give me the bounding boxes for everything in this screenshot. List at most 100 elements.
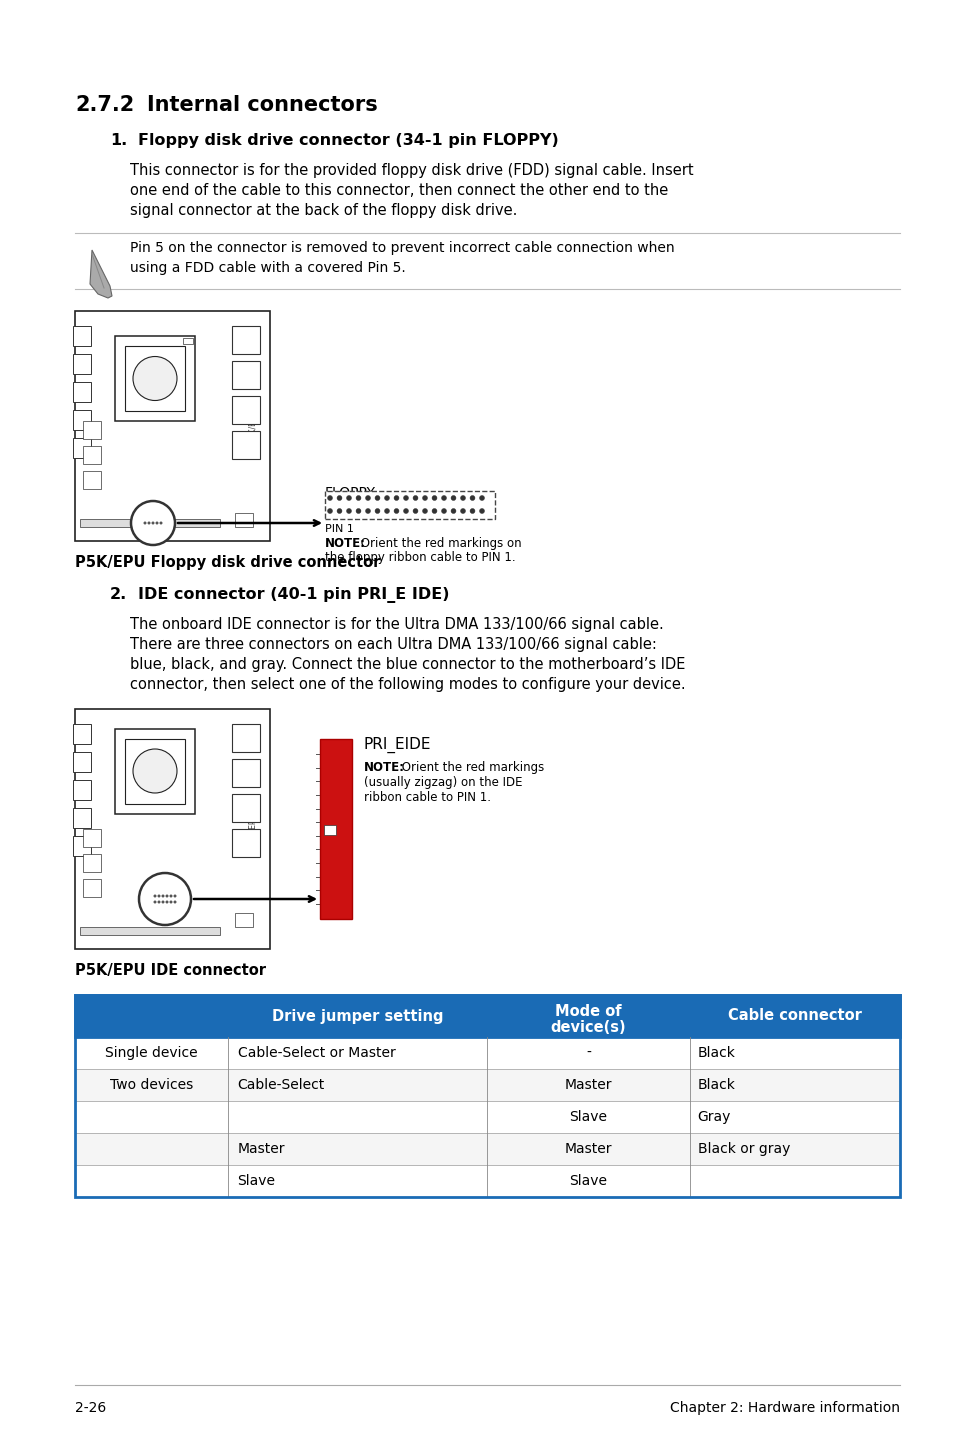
Circle shape (132, 749, 177, 792)
Circle shape (394, 509, 398, 513)
Circle shape (170, 900, 172, 903)
Circle shape (153, 894, 156, 897)
Circle shape (132, 357, 177, 401)
Circle shape (355, 496, 360, 500)
Text: signal connector at the back of the floppy disk drive.: signal connector at the back of the flop… (130, 203, 517, 219)
Text: Pin 5 on the connector is removed to prevent incorrect cable connection when: Pin 5 on the connector is removed to pre… (130, 242, 674, 255)
Bar (232, 759, 260, 787)
Circle shape (346, 509, 351, 513)
Circle shape (143, 522, 147, 525)
Text: Mode of: Mode of (555, 1004, 621, 1018)
Text: Master: Master (564, 1142, 612, 1156)
Text: P5K/EPU: P5K/EPU (247, 812, 256, 846)
Circle shape (384, 496, 389, 500)
Text: Single device: Single device (105, 1045, 197, 1060)
Bar (232, 361, 260, 390)
Circle shape (131, 500, 174, 545)
Circle shape (170, 894, 172, 897)
Bar (73, 752, 91, 772)
Circle shape (432, 509, 436, 513)
Bar (232, 723, 260, 752)
Text: P5K/EPU Floppy disk drive connector: P5K/EPU Floppy disk drive connector (75, 555, 380, 569)
Circle shape (451, 496, 456, 500)
Bar (73, 808, 91, 828)
Circle shape (327, 496, 333, 500)
Circle shape (157, 894, 160, 897)
Bar (73, 410, 91, 430)
Bar (83, 421, 101, 439)
Circle shape (346, 496, 351, 500)
Text: device(s): device(s) (550, 1021, 626, 1035)
Text: Internal connectors: Internal connectors (147, 95, 377, 115)
Circle shape (375, 509, 379, 513)
Circle shape (159, 522, 162, 525)
Text: Cable-Select: Cable-Select (237, 1078, 325, 1091)
Circle shape (413, 496, 417, 500)
Bar (80, 519, 220, 526)
Text: There are three connectors on each Ultra DMA 133/100/66 signal cable:: There are three connectors on each Ultra… (130, 637, 657, 651)
Text: Gray: Gray (697, 1110, 730, 1125)
Circle shape (327, 509, 333, 513)
Text: Two devices: Two devices (110, 1078, 193, 1091)
Text: 2.: 2. (110, 587, 127, 603)
Circle shape (432, 496, 436, 500)
Bar (324, 825, 335, 835)
Circle shape (479, 509, 484, 513)
Bar (75, 1068, 899, 1102)
Circle shape (375, 496, 379, 500)
Bar (75, 709, 270, 949)
Circle shape (161, 894, 164, 897)
Text: blue, black, and gray. Connect the blue connector to the motherboard’s IDE: blue, black, and gray. Connect the blue … (130, 657, 684, 672)
Bar (75, 995, 899, 1196)
Text: connector, then select one of the following modes to configure your device.: connector, then select one of the follow… (130, 677, 685, 692)
Bar (232, 326, 260, 354)
Circle shape (394, 496, 398, 500)
Circle shape (441, 496, 446, 500)
Circle shape (161, 900, 164, 903)
Text: This connector is for the provided floppy disk drive (FDD) signal cable. Insert: This connector is for the provided flopp… (130, 162, 693, 178)
Text: the floppy ribbon cable to PIN 1.: the floppy ribbon cable to PIN 1. (325, 551, 515, 564)
Text: Chapter 2: Hardware information: Chapter 2: Hardware information (669, 1401, 899, 1415)
Text: P5K/EPU IDE connector: P5K/EPU IDE connector (75, 963, 266, 978)
Circle shape (336, 496, 341, 500)
Text: 2-26: 2-26 (75, 1401, 106, 1415)
Text: using a FDD cable with a covered Pin 5.: using a FDD cable with a covered Pin 5. (130, 262, 405, 275)
Circle shape (148, 522, 151, 525)
Circle shape (152, 522, 154, 525)
Bar (80, 928, 220, 935)
Bar (325, 490, 495, 519)
Bar (319, 739, 352, 919)
Bar (83, 854, 101, 871)
Bar (234, 513, 253, 526)
Text: 1.: 1. (110, 132, 127, 148)
Bar (75, 1037, 899, 1068)
Bar (73, 383, 91, 403)
Bar (73, 439, 91, 457)
Bar (75, 311, 270, 541)
Circle shape (157, 900, 160, 903)
Circle shape (451, 509, 456, 513)
Text: FLOPPY: FLOPPY (325, 486, 375, 500)
Text: Drive jumper setting: Drive jumper setting (272, 1008, 443, 1024)
Bar (73, 779, 91, 800)
Circle shape (460, 496, 465, 500)
Circle shape (153, 900, 156, 903)
Bar (232, 431, 260, 459)
Bar (75, 1102, 899, 1133)
Text: IDE connector (40-1 pin PRI_E IDE): IDE connector (40-1 pin PRI_E IDE) (138, 587, 449, 603)
Text: Black: Black (697, 1045, 735, 1060)
Circle shape (365, 496, 370, 500)
Bar (232, 395, 260, 424)
Text: NOTE:: NOTE: (325, 536, 366, 549)
Circle shape (336, 509, 341, 513)
Circle shape (403, 509, 408, 513)
Circle shape (165, 894, 169, 897)
Circle shape (422, 509, 427, 513)
Text: Slave: Slave (569, 1173, 607, 1188)
Bar (83, 828, 101, 847)
Text: Master: Master (564, 1078, 612, 1091)
Circle shape (139, 873, 191, 925)
Circle shape (413, 509, 417, 513)
Bar (115, 336, 194, 421)
Bar (232, 794, 260, 823)
